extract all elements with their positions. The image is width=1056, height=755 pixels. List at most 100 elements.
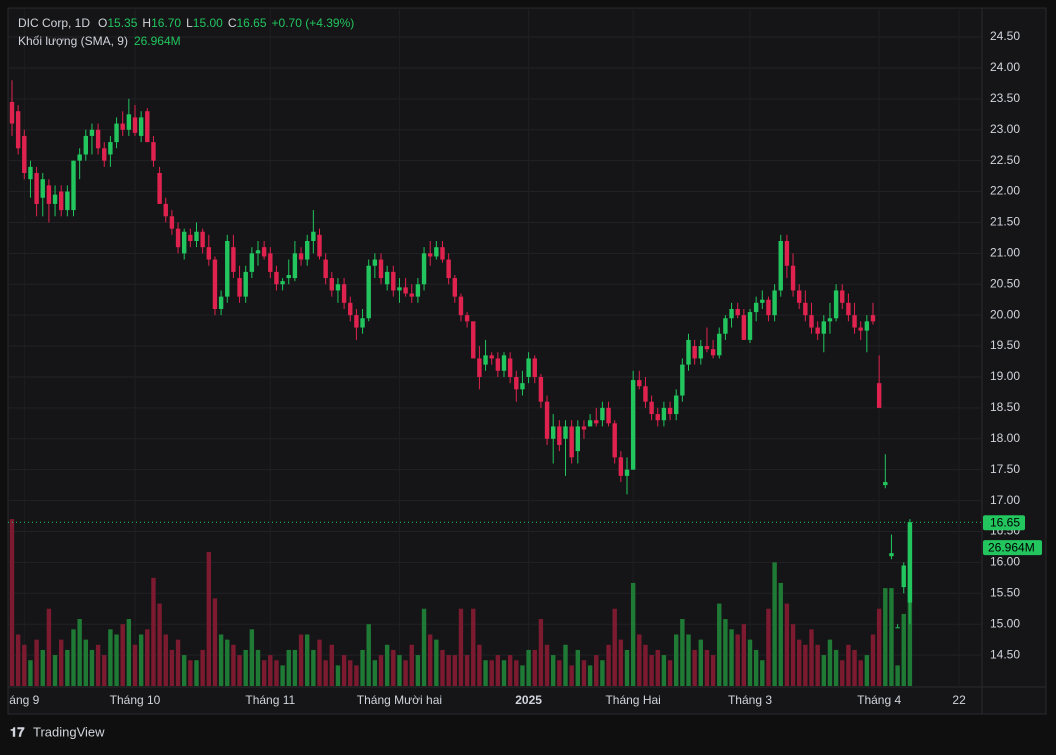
volume-bar xyxy=(846,644,851,686)
candle-body xyxy=(895,627,900,629)
x-tick-label: Tháng Hai xyxy=(605,693,660,707)
candle-body xyxy=(741,315,747,340)
volume-bar xyxy=(243,649,248,686)
volume-bar xyxy=(71,629,76,686)
candle-body xyxy=(587,420,593,427)
candle-body xyxy=(360,318,365,328)
x-tick-label: Tháng 3 xyxy=(728,693,772,707)
candle-body xyxy=(200,231,205,248)
volume-bar xyxy=(680,619,685,686)
candle-body xyxy=(630,380,636,470)
candle-body xyxy=(249,253,255,272)
candle-body xyxy=(120,123,125,130)
candle-body xyxy=(858,327,863,331)
volume-bar xyxy=(741,624,747,686)
candle-body xyxy=(827,318,833,322)
candle-body xyxy=(102,148,107,161)
volume-bar xyxy=(348,660,353,686)
volume-bar xyxy=(151,577,156,686)
volume-bar xyxy=(384,644,390,686)
y-tick-label: 22.50 xyxy=(990,153,1020,167)
volume-bar xyxy=(231,644,236,686)
volume-bar xyxy=(532,649,537,686)
candle-body xyxy=(655,414,660,421)
quote-key: L xyxy=(186,16,193,30)
volume-bar xyxy=(335,665,341,686)
volume-bar xyxy=(858,660,863,686)
volume-bar xyxy=(403,660,408,686)
volume-bar xyxy=(501,660,507,686)
candle-body xyxy=(292,253,298,279)
candle-body xyxy=(218,296,224,309)
volume-bar xyxy=(114,634,119,686)
quote-value: 15.35 xyxy=(107,16,137,30)
candle-body xyxy=(704,346,710,350)
volume-bar xyxy=(797,639,802,686)
volume-bar xyxy=(194,660,199,686)
candle-body xyxy=(833,290,839,319)
volume-bar xyxy=(889,588,894,686)
volume-bar xyxy=(710,655,716,686)
candle-body xyxy=(883,482,888,486)
candle-body xyxy=(286,274,291,279)
volume-bar xyxy=(784,603,790,686)
candle-body xyxy=(557,426,562,445)
candle-body xyxy=(790,265,796,291)
x-tick-label: Tháng 11 xyxy=(245,693,295,707)
volume-bar xyxy=(317,639,322,686)
volume-bar xyxy=(341,655,347,686)
candle-body xyxy=(34,173,39,204)
candle-body xyxy=(9,101,15,124)
volume-bar xyxy=(569,665,574,686)
candle-body xyxy=(71,160,76,211)
volume-bar xyxy=(815,644,820,686)
volume-bar xyxy=(840,660,845,686)
volume-bar xyxy=(274,660,279,686)
candle-body xyxy=(397,287,402,291)
volume-bar xyxy=(409,644,414,686)
x-tick-label: Tháng Mười hai xyxy=(357,693,442,707)
candle-body xyxy=(563,426,568,439)
candle-body xyxy=(434,247,439,257)
candle-body xyxy=(471,321,476,359)
candle-body xyxy=(225,241,230,297)
candle-body xyxy=(569,426,574,458)
volume-bar xyxy=(895,665,900,686)
x-tick-label: 2025 xyxy=(515,693,542,707)
last-price-label: 16.65 xyxy=(990,515,1020,529)
brand-name: TradingView xyxy=(33,724,105,739)
candle-body xyxy=(686,339,691,365)
candle-body xyxy=(415,284,421,297)
volume-bar xyxy=(95,644,101,686)
volume-bar xyxy=(237,655,242,686)
volume-bar xyxy=(360,649,365,686)
candle-body xyxy=(243,271,248,297)
volume-bar xyxy=(833,649,839,686)
y-tick-label: 18.50 xyxy=(990,400,1020,414)
volume-bar xyxy=(686,634,691,686)
quote-value: 16.70 xyxy=(151,16,181,30)
candle-body xyxy=(674,395,679,415)
candle-body xyxy=(274,271,279,285)
volume-bar xyxy=(827,639,833,686)
volume-bar xyxy=(821,655,826,686)
volume-bar xyxy=(729,629,734,686)
volume-bar xyxy=(606,644,611,686)
candle-body xyxy=(237,278,242,297)
candle-body xyxy=(268,253,273,272)
volume-bar xyxy=(200,649,205,686)
y-tick-label: 23.50 xyxy=(990,91,1020,105)
candle-body xyxy=(194,231,199,242)
volume-bar xyxy=(901,613,906,686)
volume-bar xyxy=(9,519,15,686)
candle-body xyxy=(575,426,580,452)
candle-body xyxy=(876,383,882,408)
candle-body xyxy=(649,401,654,415)
volume-bar xyxy=(630,582,636,686)
volume-bar xyxy=(175,639,181,686)
volume-bar xyxy=(514,660,519,686)
candle-body xyxy=(735,308,740,316)
candle-body xyxy=(305,241,310,260)
volume-bar xyxy=(753,649,759,686)
volume-bar xyxy=(138,634,144,686)
